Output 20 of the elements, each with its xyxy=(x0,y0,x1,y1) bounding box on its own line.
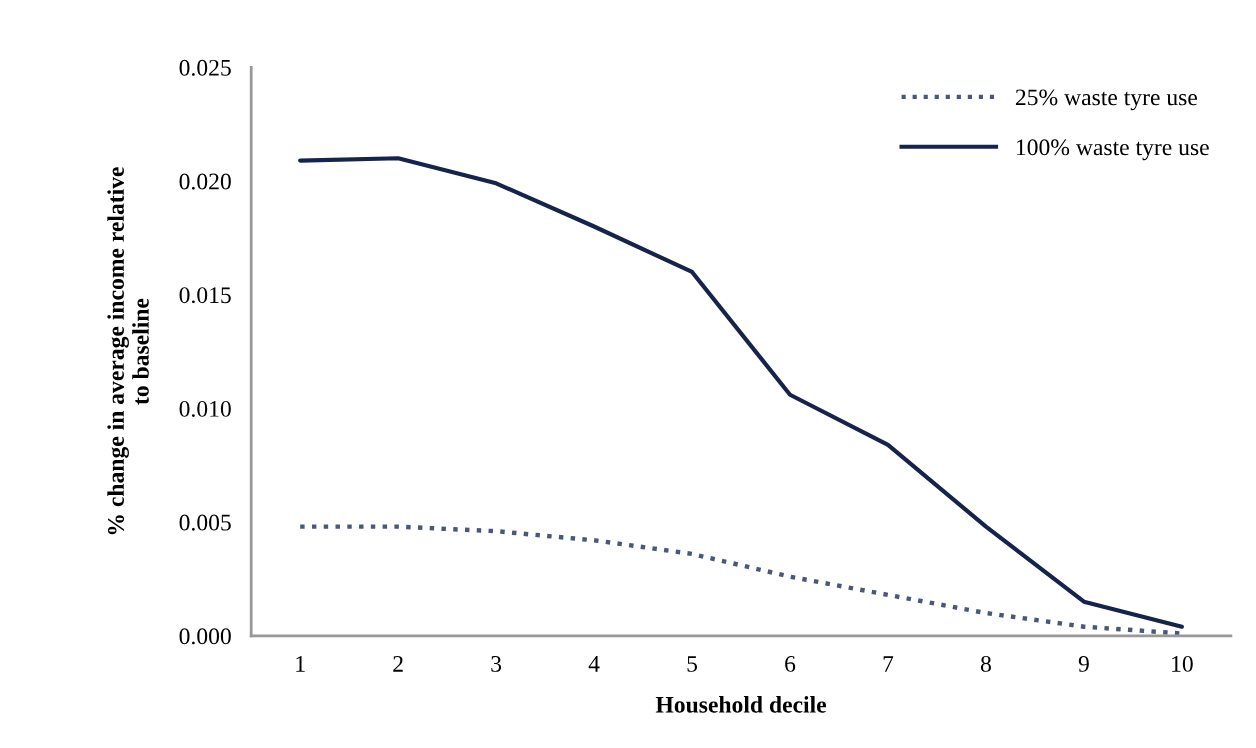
y-tick-label: 0.010 xyxy=(179,400,231,417)
x-tick-label: 6 xyxy=(785,655,796,672)
y-axis-title: % change in average income relative to baseline xyxy=(107,167,149,535)
x-tick-label: 9 xyxy=(1078,655,1089,672)
x-tick-label: 5 xyxy=(687,656,698,672)
x-tick-label: 4 xyxy=(588,656,600,672)
y-tick-label: 0.025 xyxy=(179,59,231,76)
x-axis-title: Household decile xyxy=(655,696,827,713)
legend-label: 25% waste tyre use xyxy=(1015,89,1197,111)
x-tick-label: 3 xyxy=(491,655,502,672)
y-tick-label: 0.000 xyxy=(179,628,231,645)
x-tick-label: 1 xyxy=(296,656,305,672)
x-tick-label: 10 xyxy=(1172,655,1193,672)
x-tick-label: 7 xyxy=(883,656,894,672)
x-tick-label: 8 xyxy=(980,655,991,672)
y-tick-label: 0.015 xyxy=(179,287,231,304)
y-tick-label: 0.005 xyxy=(179,514,231,531)
y-tick-label: 0.020 xyxy=(179,173,231,190)
legend-label: 100% waste tyre use xyxy=(1016,139,1209,161)
x-tick-label: 2 xyxy=(393,655,403,672)
